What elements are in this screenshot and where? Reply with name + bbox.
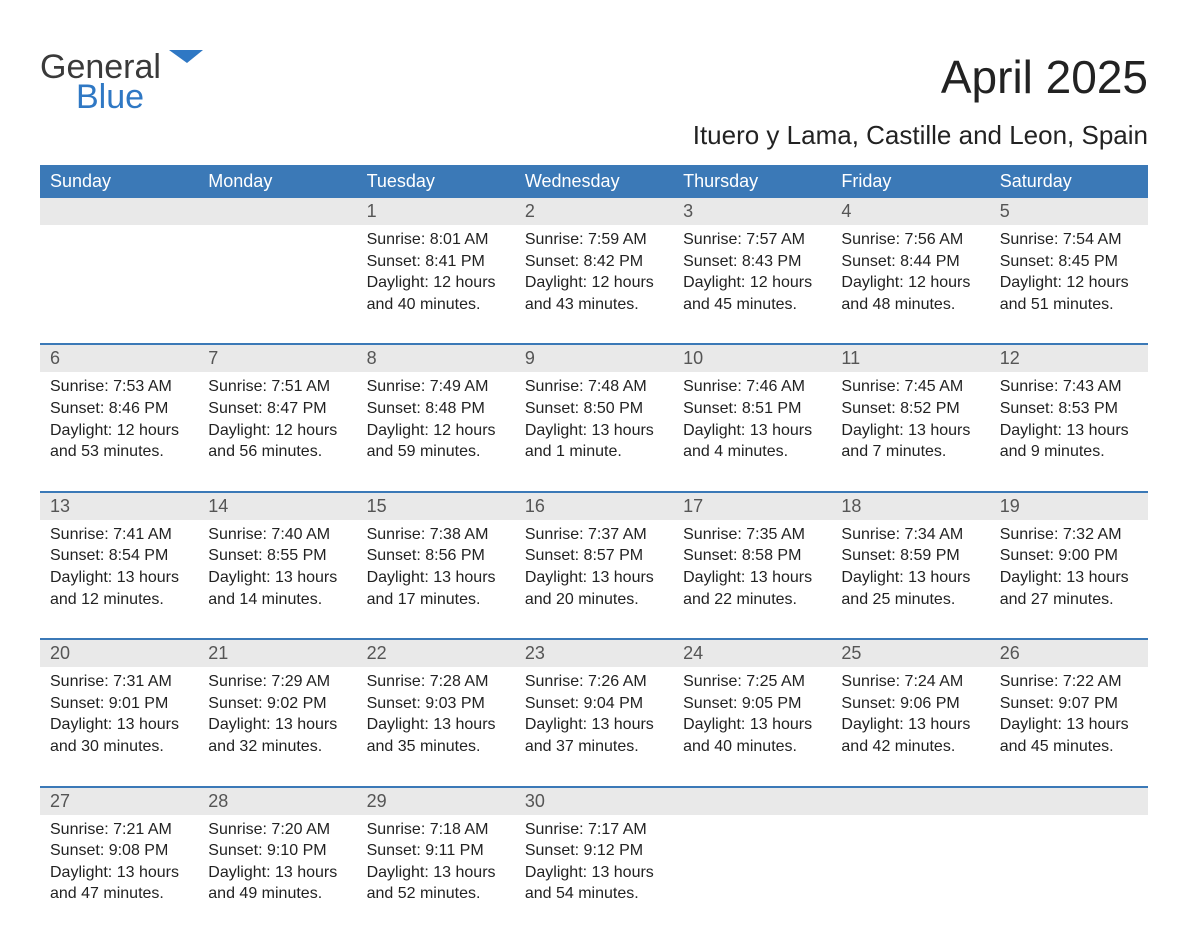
logo: General Blue — [40, 50, 203, 114]
day-number: 18 — [831, 493, 989, 520]
day-number: 3 — [673, 198, 831, 225]
day-cell: Sunrise: 7:41 AMSunset: 8:54 PMDaylight:… — [40, 520, 198, 639]
dayname-sunday: Sunday — [40, 165, 198, 198]
day-cell: Sunrise: 7:35 AMSunset: 8:58 PMDaylight:… — [673, 520, 831, 639]
day-number: 30 — [515, 788, 673, 815]
day-number — [990, 788, 1148, 815]
day-cell: Sunrise: 7:48 AMSunset: 8:50 PMDaylight:… — [515, 372, 673, 491]
day-number: 28 — [198, 788, 356, 815]
day-number: 17 — [673, 493, 831, 520]
day-number: 22 — [357, 640, 515, 667]
day-number: 4 — [831, 198, 989, 225]
day-cell: Sunrise: 7:31 AMSunset: 9:01 PMDaylight:… — [40, 667, 198, 786]
day-cell: Sunrise: 7:25 AMSunset: 9:05 PMDaylight:… — [673, 667, 831, 786]
day-number: 21 — [198, 640, 356, 667]
day-cell: Sunrise: 7:37 AMSunset: 8:57 PMDaylight:… — [515, 520, 673, 639]
day-cell: Sunrise: 7:32 AMSunset: 9:00 PMDaylight:… — [990, 520, 1148, 639]
day-cell: Sunrise: 7:20 AMSunset: 9:10 PMDaylight:… — [198, 815, 356, 933]
daynum-row: 20212223242526 — [40, 640, 1148, 667]
day-content-row: Sunrise: 7:21 AMSunset: 9:08 PMDaylight:… — [40, 815, 1148, 933]
day-content-row: Sunrise: 8:01 AMSunset: 8:41 PMDaylight:… — [40, 225, 1148, 344]
calendar-table: SundayMondayTuesdayWednesdayThursdayFrid… — [40, 165, 1148, 933]
day-cell: Sunrise: 7:57 AMSunset: 8:43 PMDaylight:… — [673, 225, 831, 344]
day-number — [198, 198, 356, 225]
day-number: 24 — [673, 640, 831, 667]
daynum-row: 6789101112 — [40, 345, 1148, 372]
day-cell: Sunrise: 7:34 AMSunset: 8:59 PMDaylight:… — [831, 520, 989, 639]
day-cell: Sunrise: 7:38 AMSunset: 8:56 PMDaylight:… — [357, 520, 515, 639]
logo-flag-icon — [169, 50, 203, 81]
day-number: 11 — [831, 345, 989, 372]
logo-blue: Blue — [76, 80, 203, 114]
day-cell — [40, 225, 198, 344]
dayname-thursday: Thursday — [673, 165, 831, 198]
dayname-wednesday: Wednesday — [515, 165, 673, 198]
day-cell — [198, 225, 356, 344]
day-cell: Sunrise: 7:28 AMSunset: 9:03 PMDaylight:… — [357, 667, 515, 786]
day-number — [673, 788, 831, 815]
day-cell: Sunrise: 8:01 AMSunset: 8:41 PMDaylight:… — [357, 225, 515, 344]
day-cell: Sunrise: 7:45 AMSunset: 8:52 PMDaylight:… — [831, 372, 989, 491]
day-cell: Sunrise: 7:17 AMSunset: 9:12 PMDaylight:… — [515, 815, 673, 933]
day-cell: Sunrise: 7:21 AMSunset: 9:08 PMDaylight:… — [40, 815, 198, 933]
day-number: 5 — [990, 198, 1148, 225]
day-cell: Sunrise: 7:54 AMSunset: 8:45 PMDaylight:… — [990, 225, 1148, 344]
day-number: 8 — [357, 345, 515, 372]
dayname-monday: Monday — [198, 165, 356, 198]
day-number: 27 — [40, 788, 198, 815]
dayname-saturday: Saturday — [990, 165, 1148, 198]
day-number: 14 — [198, 493, 356, 520]
day-cell: Sunrise: 7:26 AMSunset: 9:04 PMDaylight:… — [515, 667, 673, 786]
day-cell — [673, 815, 831, 933]
day-number: 20 — [40, 640, 198, 667]
day-cell: Sunrise: 7:40 AMSunset: 8:55 PMDaylight:… — [198, 520, 356, 639]
day-cell: Sunrise: 7:53 AMSunset: 8:46 PMDaylight:… — [40, 372, 198, 491]
day-number: 2 — [515, 198, 673, 225]
day-content-row: Sunrise: 7:31 AMSunset: 9:01 PMDaylight:… — [40, 667, 1148, 786]
day-cell: Sunrise: 7:18 AMSunset: 9:11 PMDaylight:… — [357, 815, 515, 933]
day-number: 1 — [357, 198, 515, 225]
dayname-tuesday: Tuesday — [357, 165, 515, 198]
day-number: 9 — [515, 345, 673, 372]
daynum-row: 27282930 — [40, 788, 1148, 815]
day-number: 10 — [673, 345, 831, 372]
day-number — [831, 788, 989, 815]
day-number — [40, 198, 198, 225]
day-cell: Sunrise: 7:59 AMSunset: 8:42 PMDaylight:… — [515, 225, 673, 344]
day-cell — [990, 815, 1148, 933]
day-number: 19 — [990, 493, 1148, 520]
page-title: April 2025 — [941, 50, 1148, 104]
day-cell: Sunrise: 7:22 AMSunset: 9:07 PMDaylight:… — [990, 667, 1148, 786]
day-cell: Sunrise: 7:24 AMSunset: 9:06 PMDaylight:… — [831, 667, 989, 786]
day-content-row: Sunrise: 7:41 AMSunset: 8:54 PMDaylight:… — [40, 520, 1148, 639]
day-number: 23 — [515, 640, 673, 667]
day-number: 6 — [40, 345, 198, 372]
day-cell — [831, 815, 989, 933]
day-number: 16 — [515, 493, 673, 520]
day-cell: Sunrise: 7:46 AMSunset: 8:51 PMDaylight:… — [673, 372, 831, 491]
daynum-row: 12345 — [40, 198, 1148, 225]
day-content-row: Sunrise: 7:53 AMSunset: 8:46 PMDaylight:… — [40, 372, 1148, 491]
location-subtitle: Ituero y Lama, Castille and Leon, Spain — [40, 120, 1148, 151]
day-number: 12 — [990, 345, 1148, 372]
day-number: 7 — [198, 345, 356, 372]
dayname-friday: Friday — [831, 165, 989, 198]
day-number: 15 — [357, 493, 515, 520]
day-number: 25 — [831, 640, 989, 667]
dayname-row: SundayMondayTuesdayWednesdayThursdayFrid… — [40, 165, 1148, 198]
day-cell: Sunrise: 7:43 AMSunset: 8:53 PMDaylight:… — [990, 372, 1148, 491]
day-number: 13 — [40, 493, 198, 520]
day-cell: Sunrise: 7:51 AMSunset: 8:47 PMDaylight:… — [198, 372, 356, 491]
daynum-row: 13141516171819 — [40, 493, 1148, 520]
header: General Blue April 2025 — [40, 50, 1148, 114]
day-number: 26 — [990, 640, 1148, 667]
day-cell: Sunrise: 7:56 AMSunset: 8:44 PMDaylight:… — [831, 225, 989, 344]
day-cell: Sunrise: 7:29 AMSunset: 9:02 PMDaylight:… — [198, 667, 356, 786]
day-number: 29 — [357, 788, 515, 815]
day-cell: Sunrise: 7:49 AMSunset: 8:48 PMDaylight:… — [357, 372, 515, 491]
